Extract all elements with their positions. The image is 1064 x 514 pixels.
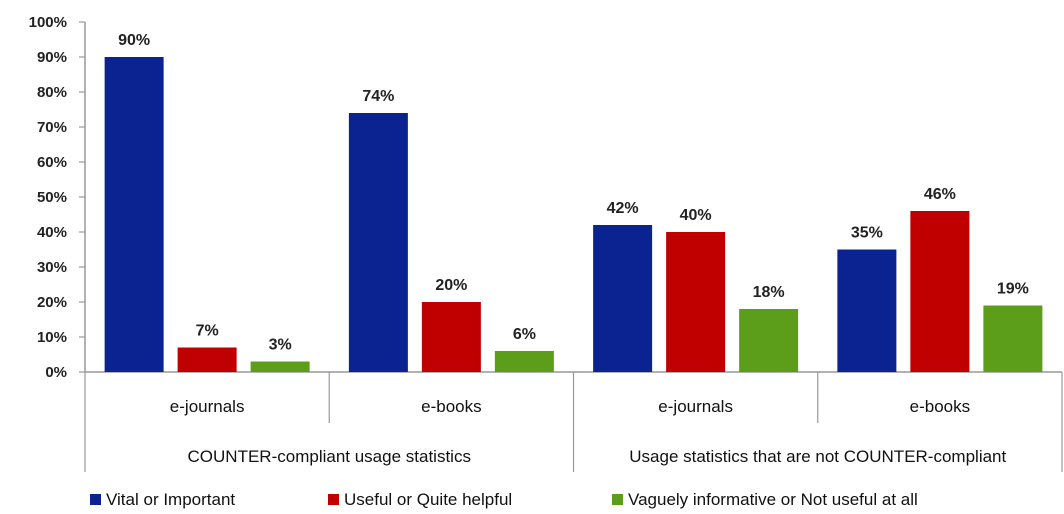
category-label: e-books [421, 397, 481, 416]
y-tick-label: 50% [37, 189, 67, 206]
data-label: 19% [997, 281, 1029, 298]
y-tick-label: 20% [37, 294, 67, 311]
legend-swatch [328, 494, 339, 505]
x-axis-categories: e-journals e-books e-journals e-books COUNTE… [84, 372, 1063, 472]
legend: Vital or Important Useful or Quite helpfu… [90, 490, 918, 509]
bar [348, 113, 408, 372]
bar [250, 361, 310, 372]
bar [421, 302, 481, 372]
data-label: 35% [851, 225, 883, 242]
bar [177, 347, 237, 372]
y-tick-label: 10% [37, 329, 67, 346]
bar [739, 309, 799, 372]
bar [104, 57, 164, 372]
legend-swatch [90, 494, 101, 505]
data-label: 42% [607, 200, 639, 217]
legend-swatch [612, 494, 623, 505]
y-tick-label: 100% [29, 14, 67, 31]
y-tick-label: 0% [45, 364, 67, 381]
data-label: 40% [680, 207, 712, 224]
bars [104, 57, 1043, 372]
data-label: 46% [924, 186, 956, 203]
data-labels: 90% 7% 3% 74% 20% 6% 42% 40% 18% 35% 46% 19% [118, 32, 1029, 354]
data-label: 3% [269, 337, 292, 354]
y-tick-label: 40% [37, 224, 67, 241]
category-label: e-journals [658, 397, 733, 416]
data-label: 6% [513, 326, 536, 343]
bar [837, 249, 897, 372]
category-label: e-books [910, 397, 970, 416]
y-tick-label: 30% [37, 259, 67, 276]
data-label: 18% [753, 284, 785, 301]
bar [910, 211, 970, 372]
data-label: 90% [118, 32, 150, 49]
bar [593, 225, 653, 372]
legend-label: Useful or Quite helpful [344, 490, 512, 509]
bar [494, 351, 554, 372]
y-tick-label: 60% [37, 154, 67, 171]
group-label: COUNTER-compliant usage statistics [188, 447, 471, 466]
bar [983, 305, 1043, 372]
data-label: 20% [435, 277, 467, 294]
legend-label: Vaguely informative or Not useful at all [628, 490, 918, 509]
data-label: 7% [196, 323, 219, 340]
y-tick-label: 80% [37, 84, 67, 101]
data-label: 74% [362, 88, 394, 105]
category-label: e-journals [170, 397, 245, 416]
y-axis: 0% 10% 20% 30% 40% 50% 60% 70% 80% 90% 100% [29, 14, 1062, 381]
group-label: Usage statistics that are not COUNTER-co… [629, 447, 1006, 466]
y-tick-label: 70% [37, 119, 67, 136]
legend-label: Vital or Important [106, 490, 235, 509]
bar [666, 232, 726, 372]
y-tick-label: 90% [37, 49, 67, 66]
